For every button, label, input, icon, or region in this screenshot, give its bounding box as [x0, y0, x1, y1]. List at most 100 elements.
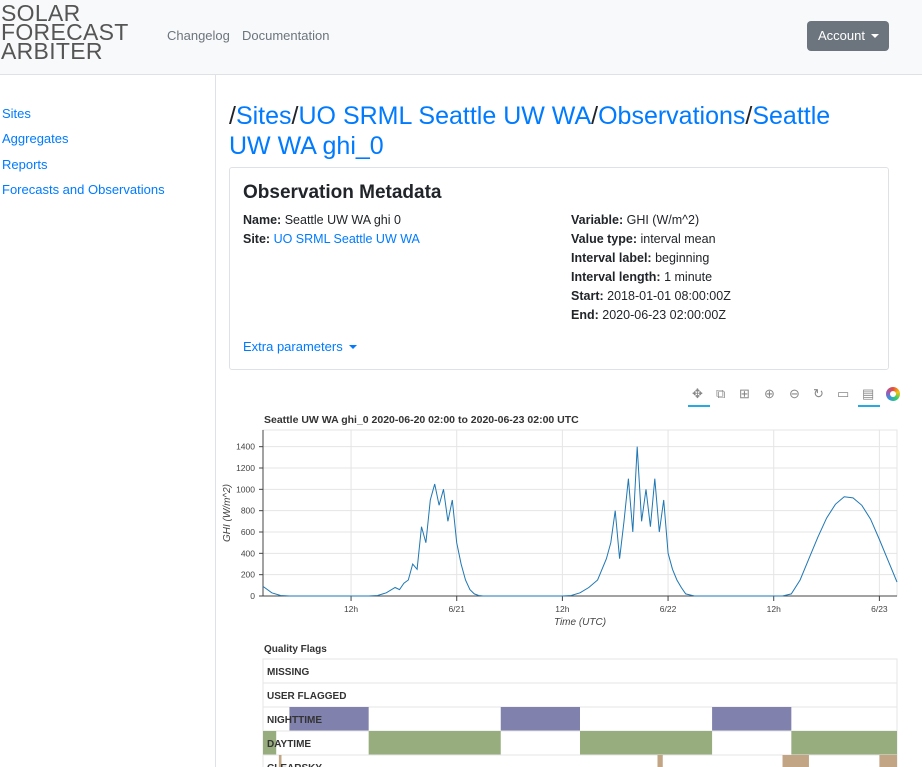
y-tick-label: 1400 [236, 442, 255, 452]
ghi-timeseries-chart[interactable]: Seattle UW WA ghi_0 2020-06-20 02:00 to … [216, 408, 922, 633]
meta-variable-value: GHI (W/m^2) [626, 213, 700, 227]
breadcrumb-separator: / [229, 102, 236, 130]
x-tick-label: 6/21 [448, 604, 465, 614]
meta-interval-label: Interval label: beginning [571, 250, 709, 266]
brand-line: ARBITER [1, 38, 103, 64]
box-zoom-icon[interactable]: ⧉ [716, 386, 726, 401]
extra-parameters-toggle[interactable]: Extra parameters [243, 339, 357, 354]
ghi-series-line [262, 446, 898, 597]
flag-row [262, 754, 898, 767]
sidebar-item-aggregates[interactable]: Aggregates [2, 131, 69, 146]
flag-band [657, 755, 663, 767]
zoom-out-icon[interactable]: ⊖ [789, 386, 800, 401]
flag-row [262, 658, 898, 684]
meta-site-label: Site: [243, 232, 271, 246]
flag-band [263, 731, 277, 755]
plot-area [262, 429, 898, 597]
y-tick-label: 400 [241, 548, 255, 558]
breadcrumb-observations[interactable]: Observations [598, 102, 746, 130]
flag-row-label: CLEARSKY [267, 763, 322, 767]
account-label: Account [818, 28, 865, 43]
meta-interval-label-label: Interval label: [571, 251, 652, 265]
flag-band [879, 755, 897, 767]
chart-title: Seattle UW WA ghi_0 2020-06-20 02:00 to … [264, 414, 579, 426]
caret-down-icon [348, 345, 357, 349]
meta-value-type: Value type: interval mean [571, 231, 716, 247]
meta-name: Name: Seattle UW WA ghi 0 [243, 212, 401, 228]
breadcrumb-site[interactable]: UO SRML Seattle UW WA [298, 102, 592, 130]
x-tick-label: 12h [767, 604, 781, 614]
meta-start: Start: 2018-01-01 08:00:00Z [571, 288, 731, 304]
y-tick-label: 600 [241, 527, 255, 537]
bokeh-logo[interactable] [886, 387, 900, 401]
x-tick-label: 12h [344, 604, 358, 614]
sidebar-item-sites[interactable]: Sites [2, 106, 31, 121]
breadcrumb: /Sites/UO SRML Seattle UW WA/Observation… [229, 101, 869, 161]
top-navbar: SOLAR FORECAST ARBITER Changelog Documen… [0, 0, 922, 75]
meta-interval-length-value: 1 minute [664, 270, 713, 284]
brand-line: FORECAST [1, 19, 129, 45]
meta-variable-label: Variable: [571, 213, 624, 227]
save-icon[interactable]: ▭ [837, 386, 850, 401]
pan-icon[interactable]: ✥ [692, 386, 703, 401]
quality-flags-chart[interactable]: Quality Flags MISSING USER FLAGGED NIGHTTI… [216, 640, 922, 767]
flag-row-label: USER FLAGGED [267, 691, 346, 702]
meta-start-value: 2018-01-01 08:00:00Z [607, 289, 731, 303]
x-tick-label: 6/22 [660, 604, 677, 614]
breadcrumb-separator: / [591, 102, 599, 130]
metadata-card: Observation Metadata Name: Seattle UW WA… [229, 167, 889, 370]
brand-line: SOLAR [1, 0, 81, 26]
meta-end-value: 2020-06-23 02:00:00Z [602, 308, 726, 322]
account-dropdown-button[interactable]: Account [807, 21, 889, 51]
flag-band [289, 707, 369, 731]
meta-interval-length: Interval length: 1 minute [571, 269, 712, 285]
active-tool-indicator [858, 405, 880, 407]
x-tick-label: 12h [555, 604, 569, 614]
flag-band [791, 731, 897, 755]
sidebar-item-reports[interactable]: Reports [2, 157, 48, 172]
active-tool-indicator [688, 405, 710, 407]
flag-band [368, 731, 501, 755]
flag-row-label: DAYTIME [267, 739, 311, 750]
meta-end-label: End: [571, 308, 599, 322]
sidebar: Sites Aggregates Reports Forecasts and O… [0, 75, 216, 767]
flag-band [500, 707, 580, 731]
x-tick-label: 6/23 [871, 604, 888, 614]
flag-band [580, 731, 713, 755]
flag-row-label: MISSING [267, 667, 309, 678]
meta-value-type-value: interval mean [640, 232, 716, 246]
breadcrumb-separator: / [291, 102, 299, 130]
y-tick-label: 1000 [236, 484, 255, 494]
y-tick-label: 1200 [236, 463, 255, 473]
meta-variable: Variable: GHI (W/m^2) [571, 212, 699, 228]
breadcrumb-observation[interactable]: Seattle UW WA ghi_0 [229, 102, 831, 160]
meta-name-value: Seattle UW WA ghi 0 [284, 213, 401, 227]
y-tick-label: 0 [250, 591, 255, 601]
meta-site-link[interactable]: UO SRML Seattle UW WA [273, 232, 420, 246]
meta-site: Site: UO SRML Seattle UW WA [243, 231, 420, 247]
sidebar-item-forecasts-observations[interactable]: Forecasts and Observations [2, 182, 165, 197]
flag-row [262, 682, 898, 708]
chart-title: Quality Flags [264, 644, 327, 655]
meta-interval-length-label: Interval length: [571, 270, 661, 284]
caret-down-icon [870, 34, 879, 38]
y-axis-label: GHI (W/m^2) [222, 484, 233, 542]
meta-name-label: Name: [243, 213, 282, 227]
breadcrumb-sites[interactable]: Sites [235, 102, 292, 130]
flag-band [278, 755, 282, 767]
documentation-link[interactable]: Documentation [242, 28, 330, 43]
meta-value-type-label: Value type: [571, 232, 637, 246]
reset-icon[interactable]: ↻ [813, 386, 824, 401]
y-tick-label: 200 [241, 570, 255, 580]
meta-end: End: 2020-06-23 02:00:00Z [571, 307, 726, 323]
meta-interval-label-value: beginning [655, 251, 710, 265]
hover-icon[interactable]: ▤ [862, 386, 875, 401]
y-tick-label: 800 [241, 506, 255, 516]
flag-band [712, 707, 792, 731]
changelog-link[interactable]: Changelog [167, 28, 230, 43]
breadcrumb-separator: / [745, 102, 753, 130]
flag-band [782, 755, 809, 767]
zoom-in-icon[interactable]: ⊕ [764, 386, 775, 401]
brand-logo[interactable]: SOLAR FORECAST ARBITER [1, 0, 129, 64]
xbox-zoom-icon[interactable]: ⊞ [739, 386, 750, 401]
